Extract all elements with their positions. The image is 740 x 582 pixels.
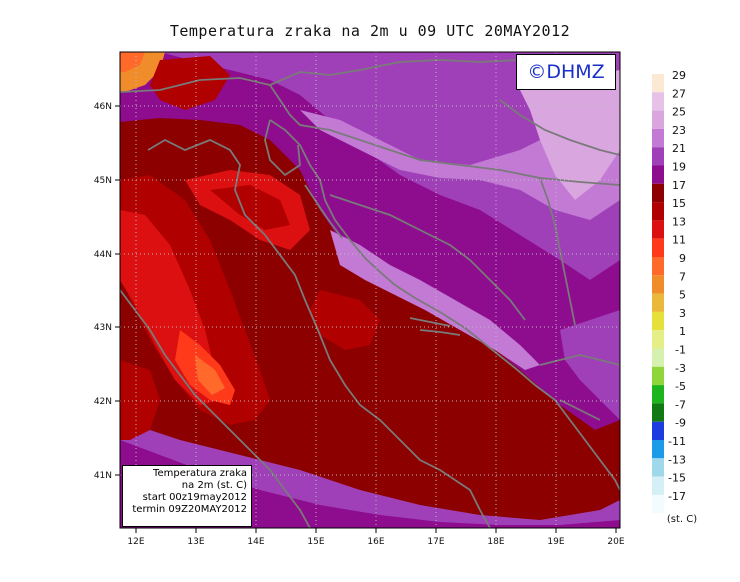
legend-swatch: [652, 74, 664, 93]
coastline-borders: [120, 59, 620, 528]
info-box: Temperatura zraka na 2m (st. C) start 00…: [122, 465, 252, 527]
map-frame: [119, 51, 621, 529]
x-tick-17e: 17E: [427, 537, 444, 547]
legend-label: -3: [675, 362, 686, 375]
legend-label: 25: [672, 106, 686, 119]
color-legend: 29 27 25 23 21 19 17 15 13 11 9 7 5 3 1 -1 -3 -5 -7 -9 -11 -1…: [652, 69, 697, 525]
y-tick-43n: 43N: [94, 323, 112, 333]
y-axis-labels: 46N 45N 44N 43N 42N 41N: [94, 102, 112, 481]
legend-swatch: [652, 293, 664, 312]
legend-label: 17: [672, 179, 686, 192]
y-tick-44n: 44N: [94, 250, 112, 260]
legend-swatch: [652, 458, 664, 477]
legend-label: 21: [672, 142, 686, 155]
legend-label: -11: [668, 435, 686, 448]
legend-swatch: [652, 440, 664, 459]
temperature-field: [120, 52, 620, 528]
legend-label: -13: [668, 453, 686, 466]
legend-label: -1: [675, 344, 686, 357]
legend-swatch: [652, 238, 664, 257]
x-axis-labels: 12E 13E 14E 15E 16E 17E 18E 19E 20E: [127, 537, 624, 547]
x-tick-18e: 18E: [487, 537, 504, 547]
map-title: Temperatura zraka na 2m u 09 UTC 20MAY20…: [169, 22, 571, 40]
y-tick-41n: 41N: [94, 471, 112, 481]
dhmz-logo: ©DHMZ: [516, 54, 616, 90]
y-tick-45n: 45N: [94, 176, 112, 186]
legend-swatch: [652, 165, 664, 184]
legend-label: -7: [675, 398, 686, 411]
x-tick-13e: 13E: [187, 537, 204, 547]
x-tick-12e: 12E: [127, 537, 144, 547]
legend-label: 19: [672, 161, 686, 174]
legend-label: -17: [668, 490, 686, 503]
legend-label: 29: [672, 69, 686, 82]
y-tick-42n: 42N: [94, 397, 112, 407]
x-tick-16e: 16E: [367, 537, 384, 547]
lat-lon-grid: [120, 52, 620, 528]
legend-swatch: [652, 421, 664, 440]
legend-label: 11: [672, 234, 686, 247]
info-line-2: na 2m (st. C): [181, 480, 247, 491]
info-line-3: start 00z19may2012: [142, 492, 247, 503]
legend-label: 13: [672, 215, 686, 228]
info-line-1: Temperatura zraka: [153, 468, 247, 479]
x-tick-15e: 15E: [307, 537, 324, 547]
x-tick-19e: 19E: [547, 537, 564, 547]
legend-swatch: [652, 92, 664, 111]
legend-swatch: [652, 202, 664, 221]
legend-label: -9: [675, 417, 686, 430]
legend-label: 5: [679, 289, 686, 302]
legend-swatch: [652, 476, 664, 495]
legend-label: -5: [675, 380, 686, 393]
legend-swatch: [652, 183, 664, 203]
legend-swatch: [652, 494, 664, 514]
x-tick-14e: 14E: [247, 537, 264, 547]
y-tick-46n: 46N: [94, 102, 112, 112]
legend-label: -15: [668, 472, 686, 485]
legend-swatch: [652, 330, 664, 349]
legend-swatch: [652, 366, 664, 386]
legend-swatch: [652, 275, 664, 294]
legend-swatch: [652, 403, 664, 422]
legend-swatch: [652, 311, 664, 331]
x-tick-20e: 20E: [607, 537, 624, 547]
legend-swatch: [652, 220, 664, 239]
legend-label: 1: [679, 325, 686, 338]
legend-swatch: [652, 257, 664, 276]
legend-label: 9: [679, 252, 686, 265]
legend-label: 3: [679, 307, 686, 320]
legend-label: 23: [672, 124, 686, 137]
legend-swatch: [652, 128, 664, 148]
legend-swatch: [652, 385, 664, 404]
legend-unit: (st. C): [667, 514, 697, 525]
legend-swatch: [652, 147, 664, 166]
legend-label: 27: [672, 87, 686, 100]
legend-swatch: [652, 110, 664, 129]
legend-label: 7: [679, 270, 686, 283]
info-line-4: termin 09Z20MAY2012: [132, 504, 247, 515]
legend-swatch: [652, 348, 664, 367]
legend-label: 15: [672, 197, 686, 210]
